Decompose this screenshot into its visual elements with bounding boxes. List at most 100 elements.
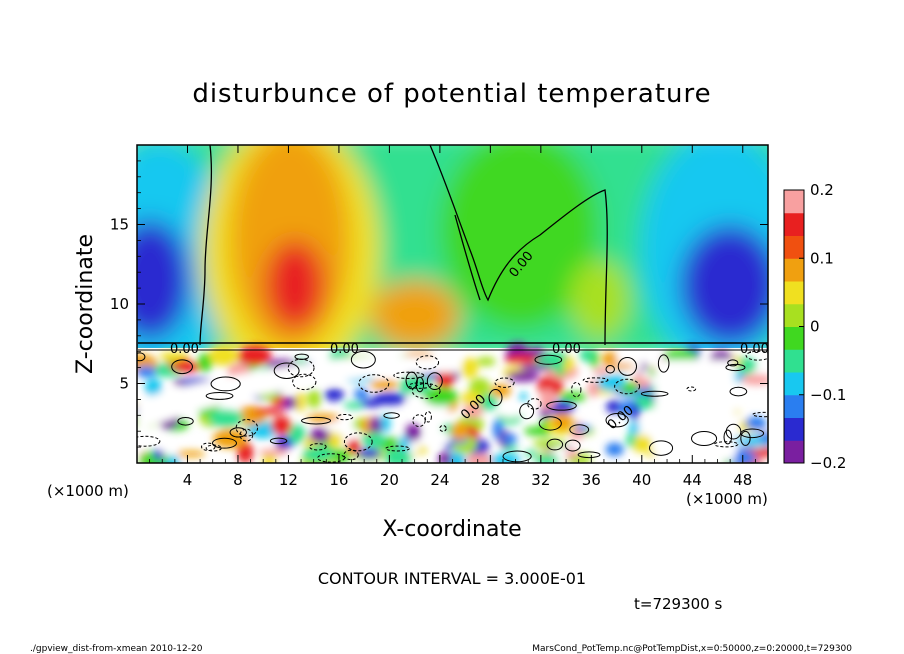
contour-loop xyxy=(691,431,718,446)
time-label: t=729300 s xyxy=(634,595,722,613)
contour-loop xyxy=(439,425,447,432)
white-band xyxy=(655,360,735,460)
turbulence-blob xyxy=(463,402,483,419)
contour-loop xyxy=(269,437,288,445)
turbulence-blob xyxy=(605,442,624,457)
contour-loop xyxy=(546,400,577,411)
turbulence-blob xyxy=(137,365,157,378)
turbulence-blob xyxy=(306,389,322,409)
contour-loop xyxy=(137,352,146,362)
contour-loop xyxy=(502,450,532,463)
contour-loop xyxy=(137,435,161,447)
contour-loop xyxy=(538,416,562,431)
turbulence-blob xyxy=(465,453,494,463)
contour-loop xyxy=(649,440,674,456)
turbulence-blob xyxy=(277,443,286,451)
colorbar-step xyxy=(784,372,804,396)
contour-loop xyxy=(229,427,247,438)
contour-loop xyxy=(292,373,317,391)
x-tick-label: 16 xyxy=(329,471,348,489)
turbulence-blob xyxy=(353,388,369,400)
turbulence-blob xyxy=(504,354,539,365)
contour-loop xyxy=(235,419,259,437)
turbulence-blob xyxy=(237,345,272,366)
contour-loop xyxy=(564,439,581,452)
colorbar-step xyxy=(784,303,804,327)
footer-left: ./gpview_dist-from-xmean 2010-12-20 xyxy=(30,644,203,654)
x-tick-label: 24 xyxy=(430,471,449,489)
contour-loop xyxy=(725,423,742,440)
colorbar-step xyxy=(784,326,804,350)
contour-label: 0.00 xyxy=(740,342,769,357)
turbulence-blob xyxy=(636,419,653,439)
contour-loop xyxy=(424,411,432,423)
contour-loop xyxy=(569,424,590,435)
contour-loop xyxy=(546,438,564,451)
x-tick-label: 12 xyxy=(279,471,298,489)
colorbar-step xyxy=(784,417,804,441)
contour-loop xyxy=(740,430,751,446)
turbulence-blob xyxy=(532,439,568,449)
turbulence-blob xyxy=(423,387,459,407)
chart-title: disturbunce of potential temperature xyxy=(192,79,711,109)
zero-contours xyxy=(138,145,768,351)
y-tick-label: 15 xyxy=(110,216,129,234)
turbulence-blob xyxy=(631,434,653,453)
contour-loop xyxy=(614,378,641,395)
contour-loop xyxy=(177,416,194,426)
turbulence-blob xyxy=(501,433,518,445)
colorbar-tick-label: 0 xyxy=(810,318,820,336)
contour-loop xyxy=(640,390,669,397)
turbulence-blob xyxy=(343,402,366,410)
turbulence-blob xyxy=(176,450,206,458)
colorbar: 0.2 0.1 0 −0.1 −0.2 xyxy=(783,181,846,472)
contour-loop xyxy=(745,350,768,361)
contour-loop xyxy=(171,359,193,375)
turbulence-blob xyxy=(758,433,768,442)
contour-loop xyxy=(336,413,354,421)
contour-loop xyxy=(210,376,241,392)
colorbar-step xyxy=(784,258,804,282)
x-tick-label: 48 xyxy=(733,471,752,489)
turbulence-blob xyxy=(597,375,624,391)
turbulence-blob xyxy=(270,416,292,435)
contour-interval: CONTOUR INTERVAL = 3.000E-01 xyxy=(318,569,586,588)
contour-loop xyxy=(343,449,359,461)
turbulence-blob xyxy=(436,368,454,389)
turbulence-blob xyxy=(208,409,244,428)
colorbar-tick-label: −0.2 xyxy=(810,454,846,472)
contour-loop xyxy=(577,451,601,459)
turbulence-blob xyxy=(197,352,213,372)
contour-loop xyxy=(605,413,629,428)
turbulence-blob xyxy=(593,367,610,376)
x-unit-right: (×1000 m) xyxy=(686,490,768,508)
y-tick-label: 5 xyxy=(119,375,129,393)
contour-loop xyxy=(239,428,254,442)
turbulence-blob xyxy=(626,433,636,448)
turbulence-blob xyxy=(579,348,594,362)
turbulence-blob xyxy=(506,371,540,382)
contour-loop xyxy=(301,416,332,425)
turbulence-blob xyxy=(629,421,640,436)
contour-loop xyxy=(415,355,440,370)
contour-loop xyxy=(582,377,609,383)
y-tick-label: 10 xyxy=(110,295,129,313)
contour-loop xyxy=(752,411,768,418)
turbulence-blob xyxy=(405,423,422,442)
x-tick-label: 36 xyxy=(582,471,601,489)
turbulence-blob xyxy=(438,451,452,463)
turbulence-blob xyxy=(153,449,164,460)
contour-loop xyxy=(412,414,426,427)
contour-loop xyxy=(527,398,542,410)
contour-loop xyxy=(287,358,315,378)
contour-loop xyxy=(211,437,237,449)
x-axis-label: X-coordinate xyxy=(382,517,521,542)
turbulence-blob xyxy=(369,416,383,434)
y-axis-label: Z-coordinate xyxy=(73,234,98,374)
x-axis: 4 8 12 16 20 24 28 32 36 40 44 48 xyxy=(149,145,756,489)
contour-loop xyxy=(686,386,697,392)
x-tick-label: 20 xyxy=(380,471,399,489)
turbulence-blob xyxy=(303,445,334,463)
x-tick-label: 28 xyxy=(481,471,500,489)
